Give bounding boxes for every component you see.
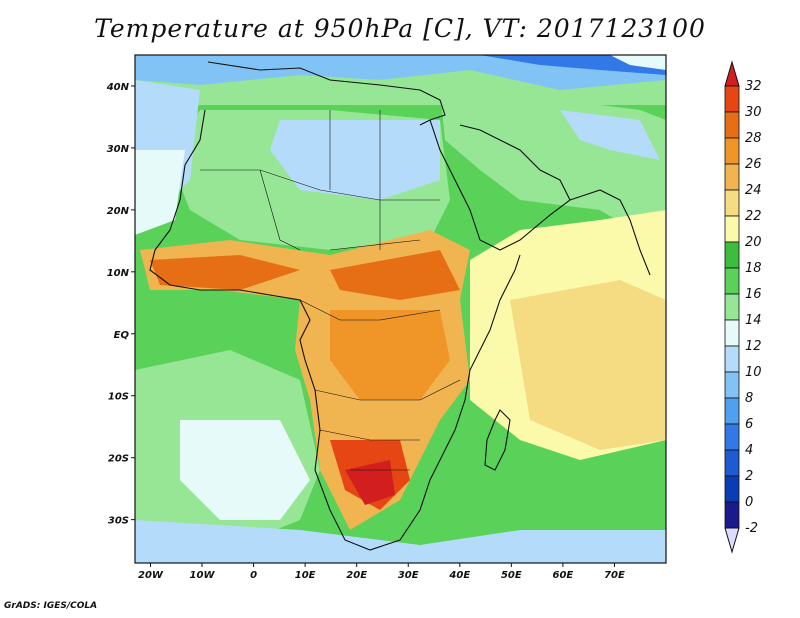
colorbar-max-arrow xyxy=(724,60,740,87)
colorbar-bin xyxy=(724,189,740,217)
x-tick-label: 10W xyxy=(190,570,216,581)
southern-ocean-zone xyxy=(135,520,666,563)
colorbar-bin xyxy=(724,449,740,477)
north-pale-zone xyxy=(610,55,666,70)
colorbar-bin xyxy=(724,319,740,347)
temperature-field xyxy=(135,55,666,563)
colorbar-tick-label: -2 xyxy=(745,521,758,536)
colorbar-tick-label: 26 xyxy=(745,157,762,172)
colorbar-bin xyxy=(724,501,740,529)
colorbar-tick-label: 30 xyxy=(745,105,762,120)
y-tick-label: 40N xyxy=(106,82,130,93)
y-axis-ticks: 40N 30N 20N 10N EQ 10S 20S 30S xyxy=(106,82,135,527)
x-tick-label: 70E xyxy=(604,570,625,581)
colorbar-bin xyxy=(724,475,740,503)
y-tick-label: 10S xyxy=(108,392,129,403)
x-tick-label: 20E xyxy=(346,570,367,581)
y-tick-label: 10N xyxy=(107,268,130,279)
y-tick-label: EQ xyxy=(114,330,130,341)
x-tick-label: 30E xyxy=(398,570,419,581)
colorbar-tick-label: 28 xyxy=(745,131,762,146)
colorbar-tick-label: 20 xyxy=(745,235,762,250)
colorbar-bin xyxy=(724,371,740,399)
x-tick-label: 40E xyxy=(448,570,470,581)
colorbar-tick-label: 10 xyxy=(745,365,762,380)
colorbar-tick-label: 12 xyxy=(745,339,762,354)
colorbar-bin xyxy=(724,423,740,451)
x-tick-label: 50E xyxy=(501,570,522,581)
colorbar-tick-label: 2 xyxy=(745,469,753,484)
colorbar-bin xyxy=(724,85,740,113)
x-tick-label: 20W xyxy=(138,570,164,581)
colorbar-tick-label: 32 xyxy=(745,79,762,94)
sahara-cool-zone xyxy=(270,120,440,200)
colorbar-tick-label: 6 xyxy=(745,417,753,432)
x-tick-label: 10E xyxy=(295,570,316,581)
south-indian-zone xyxy=(420,470,666,540)
y-tick-label: 30S xyxy=(108,516,129,527)
colorbar-bin xyxy=(724,241,740,269)
x-tick-label: 60E xyxy=(553,570,574,581)
colorbar-tick-label: 0 xyxy=(745,495,753,510)
x-axis-ticks: 20W 10W 0 10E 20E 30E 40E 50E 60E 70E xyxy=(138,563,625,581)
colorbar-tick-label: 24 xyxy=(745,183,762,198)
congo-warm-zone xyxy=(330,310,450,400)
colorbar-bin xyxy=(724,293,740,321)
colorbar-bin xyxy=(724,137,740,165)
colorbar-bin xyxy=(724,163,740,191)
colorbar-tick-label: 4 xyxy=(745,443,753,458)
colorbar-tick-label: 16 xyxy=(745,287,762,302)
colorbar-bin xyxy=(724,345,740,373)
colorbar-bin xyxy=(724,267,740,295)
map-title: Temperature at 950hPa [C], VT: 201712310… xyxy=(94,14,706,43)
central-hot-zone xyxy=(330,250,460,300)
colorbar-tick-label: 14 xyxy=(745,313,762,328)
sahel-hot-zone xyxy=(150,255,300,290)
colorbar-bin xyxy=(724,215,740,243)
borders xyxy=(200,110,461,471)
indian-ocean-warm-zone xyxy=(510,280,666,450)
coastlines xyxy=(149,61,651,551)
y-tick-label: 20N xyxy=(107,206,130,217)
colorbar-bin xyxy=(724,397,740,425)
west-atlantic-pale-zone xyxy=(135,150,185,235)
x-tick-label: 0 xyxy=(250,570,257,581)
y-tick-label: 30N xyxy=(107,144,130,155)
kalahari-hottest-zone xyxy=(345,460,395,505)
plot-frame xyxy=(134,54,667,564)
y-tick-label: 20S xyxy=(108,454,129,465)
colorbar-tick-label: 8 xyxy=(745,391,753,406)
colorbar-tick-label: 22 xyxy=(745,209,762,224)
colorbar-bin xyxy=(724,111,740,139)
north-cold-zone xyxy=(480,55,666,75)
benguela-cool-zone xyxy=(180,420,310,520)
colorbar-min-arrow xyxy=(724,527,740,554)
colorbar-tick-label: 18 xyxy=(745,261,762,276)
credit-label: GrADS: IGES/COLA xyxy=(4,601,98,611)
iran-cool-zone xyxy=(560,110,660,160)
